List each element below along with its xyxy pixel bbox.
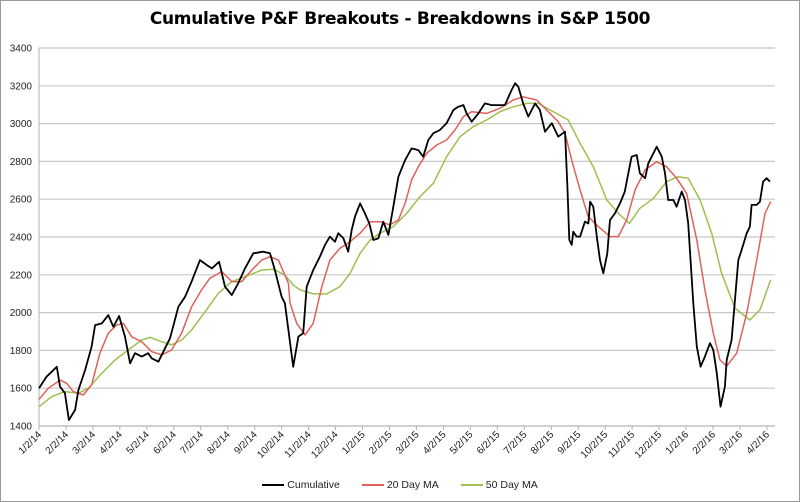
x-tick-label: 1/2/16 bbox=[664, 429, 692, 457]
legend: Cumulative 20 Day MA 50 Day MA bbox=[0, 479, 800, 491]
legend-swatch-50-day-ma bbox=[460, 484, 483, 486]
x-tick-label: 11/2/14 bbox=[283, 429, 314, 460]
x-tick-label: 7/2/14 bbox=[178, 429, 206, 457]
x-tick-label: 2/2/16 bbox=[691, 429, 719, 457]
legend-swatch-cumulative bbox=[262, 484, 285, 486]
x-tick-label: 1/2/15 bbox=[340, 429, 368, 457]
y-tick-label: 3000 bbox=[10, 119, 33, 130]
x-tick-label: 2/2/15 bbox=[367, 429, 395, 457]
y-tick-label: 1800 bbox=[10, 346, 33, 357]
legend-label: Cumulative bbox=[287, 479, 340, 491]
x-tick-label: 12/2/14 bbox=[309, 429, 341, 461]
x-tick-label: 11/2/15 bbox=[606, 429, 637, 460]
legend-item-20-day-ma: 20 Day MA bbox=[361, 479, 439, 491]
y-tick-label: 2400 bbox=[10, 233, 33, 244]
x-tick-label: 5/2/14 bbox=[125, 429, 153, 457]
x-tick-label: 1/2/14 bbox=[17, 429, 45, 457]
legend-swatch-20-day-ma bbox=[361, 484, 384, 486]
x-tick-label: 12/2/15 bbox=[633, 429, 665, 461]
x-tick-label: 5/2/15 bbox=[448, 429, 476, 457]
x-tick-label: 10/2/14 bbox=[255, 429, 287, 461]
x-tick-label: 8/2/15 bbox=[529, 429, 557, 457]
x-tick-label: 3/2/14 bbox=[71, 429, 99, 457]
y-tick-label: 1400 bbox=[10, 422, 33, 433]
series-line-cumulative bbox=[38, 82, 771, 421]
legend-label: 50 Day MA bbox=[485, 479, 538, 491]
y-tick-label: 2000 bbox=[10, 308, 33, 319]
x-tick-label: 3/2/16 bbox=[718, 429, 746, 457]
x-tick-label: 6/2/15 bbox=[475, 429, 503, 457]
x-tick-label: 10/2/15 bbox=[579, 429, 611, 461]
x-tick-label: 8/2/14 bbox=[205, 429, 233, 457]
y-tick-label: 3200 bbox=[10, 81, 33, 92]
x-tick-label: 4/2/14 bbox=[98, 429, 126, 457]
y-tick-label: 2800 bbox=[10, 157, 33, 168]
x-tick-label: 7/2/15 bbox=[502, 429, 530, 457]
y-tick-label: 3400 bbox=[10, 44, 33, 55]
y-tick-label: 1600 bbox=[10, 384, 33, 395]
x-tick-label: 2/2/14 bbox=[44, 429, 72, 457]
x-tick-label: 4/2/15 bbox=[421, 429, 449, 457]
legend-item-cumulative: Cumulative bbox=[262, 479, 340, 491]
chart-title: Cumulative P&F Breakouts - Breakdowns in… bbox=[149, 9, 651, 29]
x-tick-label: 3/2/15 bbox=[394, 429, 422, 457]
y-tick-label: 2600 bbox=[10, 195, 33, 206]
x-tick-label: 4/2/16 bbox=[745, 429, 773, 457]
series-line-20-day-ma bbox=[38, 96, 772, 400]
series-line-50-day-ma bbox=[38, 102, 772, 408]
legend-item-50-day-ma: 50 Day MA bbox=[460, 479, 538, 491]
x-tick-label: 6/2/14 bbox=[151, 429, 179, 457]
legend-label: 20 Day MA bbox=[386, 479, 439, 491]
y-tick-label: 2200 bbox=[10, 270, 33, 281]
